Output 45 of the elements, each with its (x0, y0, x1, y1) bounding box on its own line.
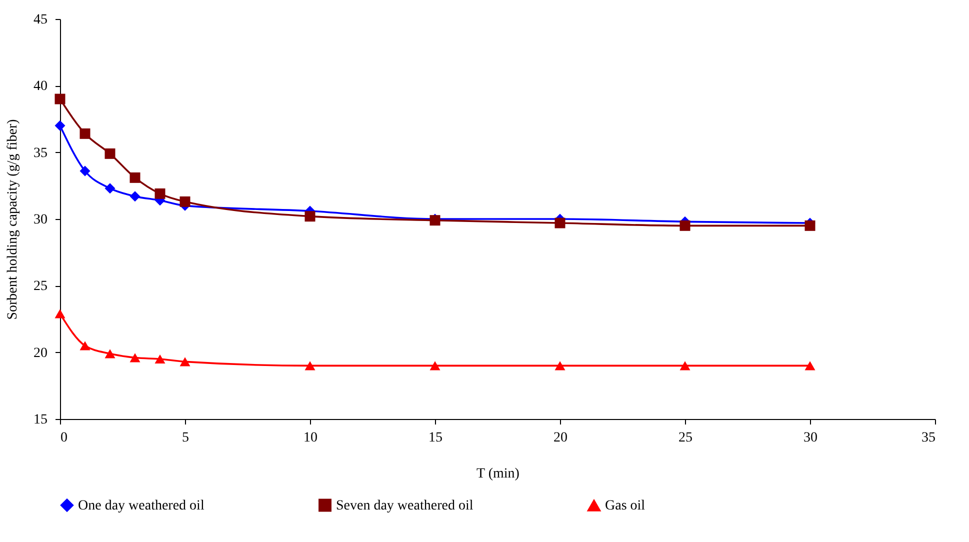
point (104, 148, 116, 159)
y-tick-label: 45 (34, 12, 48, 28)
legend-label: Gas oil (605, 498, 646, 514)
x-tick-label: 25 (678, 430, 692, 446)
point (430, 361, 440, 370)
point (80, 128, 90, 139)
point (130, 191, 140, 202)
point (80, 341, 90, 350)
x-tick-label: 35 (922, 430, 936, 446)
y-tick-label: 15 (34, 412, 48, 428)
y-tick-label: 35 (34, 146, 48, 161)
point (54, 309, 66, 318)
legend-label: Seven day weathered oil (336, 498, 474, 514)
point (680, 361, 690, 370)
point (680, 220, 690, 231)
y-tick-label: 30 (34, 212, 48, 228)
point (554, 361, 566, 370)
x-axis-title: T (min) (476, 466, 520, 482)
y-tick-label: 25 (34, 279, 48, 294)
x-tick-label: 10 (304, 430, 318, 446)
point (180, 196, 190, 207)
point (804, 361, 816, 370)
point (304, 361, 316, 370)
y-axis-title: Sorbent holding capacity (g/g fiber) (6, 118, 20, 320)
x-tick-label: 20 (554, 430, 568, 446)
y-tick-label: 20 (34, 346, 48, 361)
y-tick-label: 40 (34, 79, 48, 94)
x-tick-label: 30 (804, 430, 818, 446)
point (104, 349, 116, 358)
x-tick-label: 0 (60, 430, 68, 446)
point (54, 94, 66, 104)
point (554, 218, 566, 228)
point (304, 211, 316, 222)
point (130, 353, 140, 362)
point (130, 172, 140, 183)
point (180, 357, 190, 366)
point (154, 188, 166, 199)
x-tick-label: 15 (428, 430, 442, 446)
legend-label: One day weathered oil (78, 498, 204, 514)
x-tick-label: 5 (182, 430, 189, 446)
point (80, 166, 90, 176)
point (54, 120, 66, 131)
point (104, 183, 116, 194)
point (804, 220, 816, 231)
point (154, 354, 166, 364)
